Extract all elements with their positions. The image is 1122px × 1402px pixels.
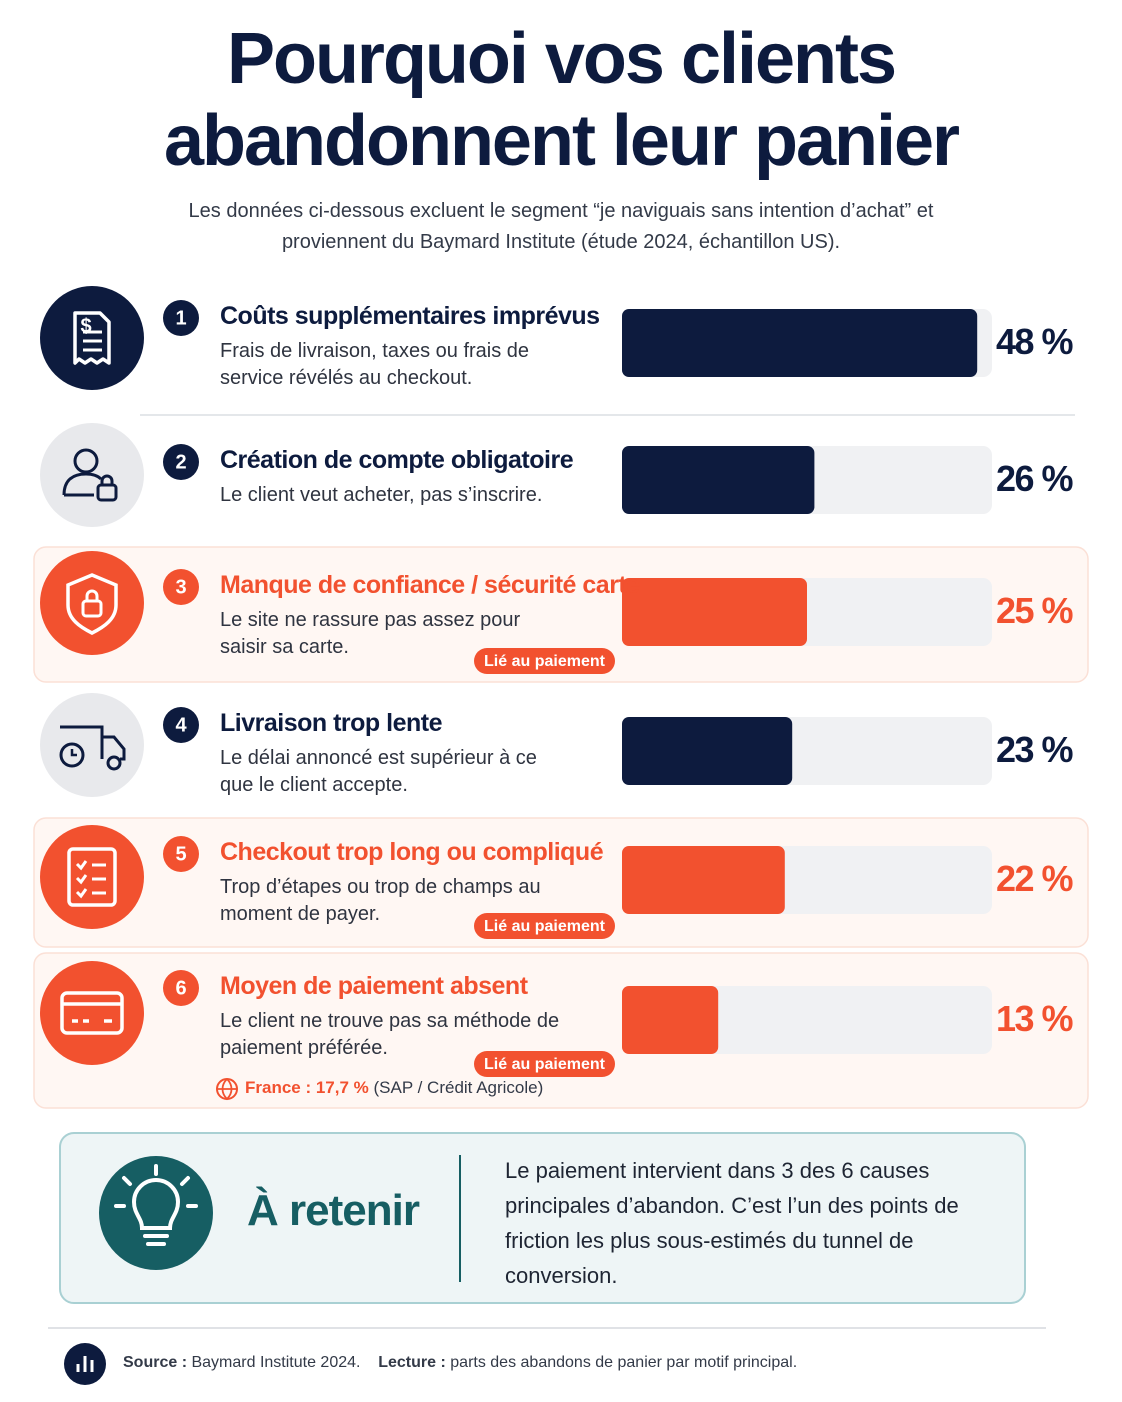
row-title: Moyen de paiement absent (220, 972, 528, 1000)
row-icon (40, 286, 144, 390)
icon (85, 589, 99, 601)
source: Baymard Institute 2024. (191, 1354, 361, 1371)
row-desc: Le client ne trouve pas sa méthode de pa… (220, 1010, 560, 1059)
icon-glyph (60, 991, 124, 1035)
bar (622, 986, 719, 1054)
rank: 5 (175, 843, 186, 865)
rank-badge (163, 569, 199, 605)
bar (622, 446, 815, 514)
row-title: Checkout trop long ou compliqué (220, 838, 604, 866)
icon (67, 847, 117, 907)
tag: Lié au paiement (484, 1056, 606, 1073)
row-desc: Trop d’étapes ou trop de champs au momen… (220, 876, 541, 925)
row-title: Livraison trop lente (220, 709, 442, 737)
tag-pill (474, 913, 615, 939)
rank-badge (163, 836, 199, 872)
rank-badge (163, 970, 199, 1006)
row-desc: Le client veut acheter, pas s’inscrire. (220, 484, 543, 506)
icon (62, 1002, 122, 1023)
icon (81, 599, 103, 618)
rank: 3 (175, 576, 186, 598)
rank-badge (163, 444, 199, 480)
takeaway-box (59, 1132, 1026, 1304)
row-desc: Le délai annoncé est supérieur à ce que … (220, 747, 537, 796)
bar (622, 717, 793, 785)
tag: Lié au paiement (484, 918, 606, 935)
icon-glyph (67, 847, 117, 907)
icon (60, 991, 124, 1035)
bar (622, 309, 978, 377)
value-label: 22 % (995, 858, 1074, 899)
icon (70, 749, 77, 757)
icon (83, 330, 102, 352)
icon (100, 474, 114, 485)
icon (106, 755, 122, 771)
value-label: 26 % (995, 458, 1074, 499)
icon (66, 573, 118, 635)
footer: Source : Baymard Institute 2024. Lecture… (123, 1354, 797, 1372)
rank: 1 (175, 307, 186, 329)
tag-pill (474, 1051, 615, 1077)
icon-glyph (62, 448, 118, 502)
takeaway-title: À retenir (247, 1186, 420, 1235)
reading-label: Lecture : (378, 1354, 446, 1371)
rank: 2 (175, 451, 186, 473)
icon (73, 448, 99, 474)
icon-glyph (66, 573, 118, 635)
bulb (114, 1164, 198, 1246)
icon-glyph: $ (73, 311, 111, 365)
tag: Lié au paiement (484, 653, 606, 670)
note-source: (SAP / Crédit Agricole) (373, 1078, 544, 1097)
bar (622, 578, 807, 646)
row-title: Coûts supplémentaires imprévus (220, 302, 600, 330)
value-label: 48 % (995, 321, 1074, 362)
rank-badge (163, 707, 199, 743)
icon-glyph (59, 725, 126, 771)
row-title: Création de compte obligatoire (220, 446, 574, 474)
row-title: Manque de confiance / sécurité carte (220, 571, 640, 599)
chart-title: Pourquoi vos clients abandonnent leur pa… (163, 19, 960, 181)
note: France : 17,7 % (SAP / Crédit Agricole) (245, 1078, 543, 1098)
footer-bars (76, 1356, 94, 1372)
icon (73, 311, 111, 365)
value-label: 13 % (995, 998, 1074, 1039)
note-label: France : 17,7 % (245, 1078, 369, 1097)
icon: $ (80, 315, 91, 337)
icon (60, 725, 126, 761)
takeaway-icon (99, 1156, 213, 1270)
row-desc: Frais de livraison, taxes ou frais de se… (220, 340, 530, 389)
reading: parts des abandons de panier par motif p… (450, 1354, 798, 1371)
row-icon (40, 551, 144, 655)
value-label: 25 % (995, 590, 1074, 631)
bar (622, 846, 785, 914)
row-icon (40, 825, 144, 929)
rank: 6 (175, 977, 186, 999)
row-icon (40, 693, 144, 797)
icon (75, 860, 106, 899)
rank-badge (163, 300, 199, 336)
icon (96, 483, 118, 502)
row-icon (40, 961, 144, 1065)
chart-subtitle: Les données ci-dessous excluent le segme… (188, 200, 934, 253)
tag-pill (474, 648, 615, 674)
source-label: Source : (123, 1354, 188, 1371)
takeaway-text: Le paiement intervient dans 3 des 6 caus… (505, 1158, 959, 1288)
globe (217, 1078, 237, 1101)
row-desc: Le site ne rassure pas assez pour saisir… (220, 609, 521, 658)
value-label: 23 % (995, 729, 1074, 770)
rank: 4 (175, 714, 187, 736)
icon (62, 472, 103, 497)
